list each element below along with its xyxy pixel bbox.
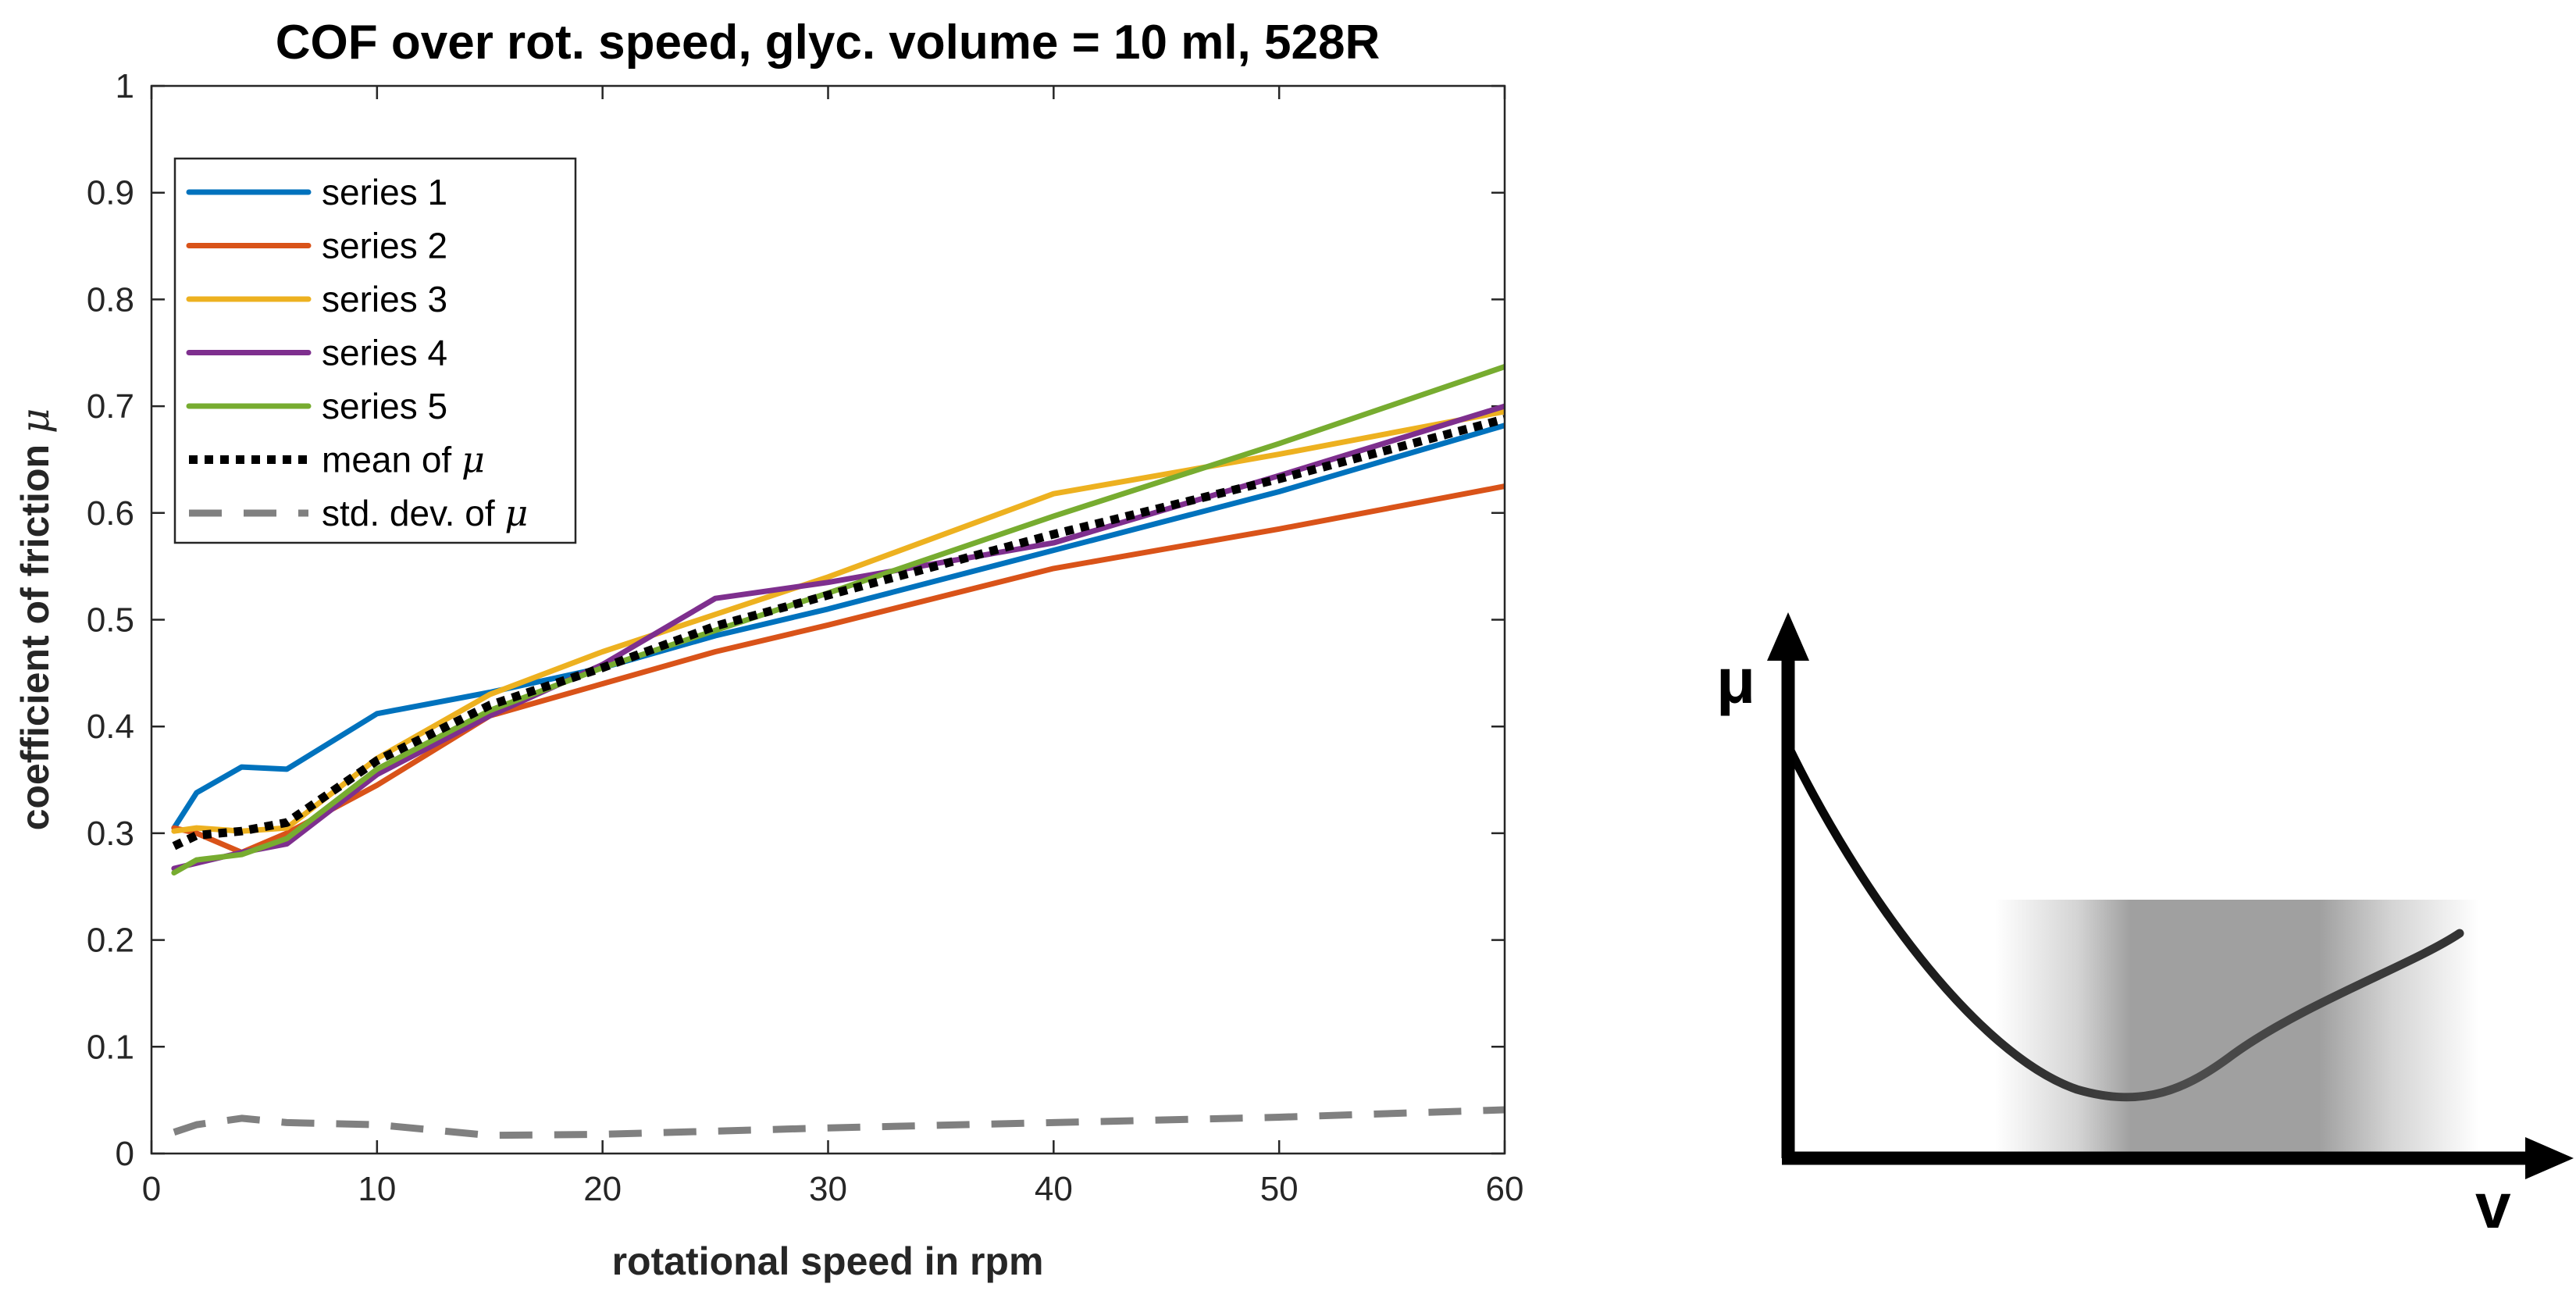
chart-title: COF over rot. speed, glyc. volume = 10 m…	[276, 16, 1380, 70]
y-tick-label: 0.2	[87, 922, 134, 960]
y-tick-label: 0.9	[87, 174, 134, 212]
legend-label-text: mean of	[322, 440, 461, 480]
legend-label-1: series 1	[322, 172, 447, 212]
legend-label-7: std. dev. of μ	[322, 492, 528, 534]
transition-band	[1995, 900, 2479, 1154]
series-line-6	[172, 415, 1505, 850]
legend: series 1 series 2 series 3 series 4 series 5…	[173, 157, 577, 544]
legend-label-5: series 5	[322, 386, 447, 426]
v-axis-arrow-icon	[2525, 1137, 2574, 1179]
legend-label-6: mean of μ	[322, 439, 485, 481]
x-axis-ticks: 0 10 20 30 40 50 60	[142, 86, 1524, 1208]
legend-label-2: series 2	[322, 226, 447, 266]
legend-label-4: series 4	[322, 333, 447, 373]
y-axis-title: coefficient of friction μ	[12, 408, 58, 831]
x-tick-label: 20	[583, 1170, 622, 1208]
legend-label-symbol: μ	[461, 439, 485, 481]
series-line-7	[173, 1106, 1505, 1139]
y-axis-title-text: coefficient of friction	[13, 433, 57, 830]
friction-velocity-sketch: μ v	[1716, 612, 2574, 1242]
series-layer	[171, 364, 1505, 1139]
legend-label-text: series 4	[322, 333, 447, 373]
y-tick-label: 0.1	[87, 1028, 134, 1066]
y-tick-label: 0.6	[87, 494, 134, 533]
plot-frame	[150, 84, 1506, 1155]
x-axis-title: rotational speed in rpm	[612, 1239, 1044, 1283]
legend-label-text: series 1	[322, 172, 447, 212]
y-tick-label: 0.8	[87, 280, 134, 319]
y-tick-label: 0	[116, 1135, 134, 1173]
legend-label-text: std. dev. of	[322, 493, 504, 533]
y-tick-label: 0.5	[87, 601, 134, 640]
x-tick-label: 30	[809, 1170, 847, 1208]
series-line-2	[171, 483, 1505, 855]
legend-label-text: series 5	[322, 386, 447, 426]
mu-axis-label: μ	[1716, 646, 1755, 717]
legend-label-symbol: μ	[504, 492, 528, 534]
x-tick-label: 50	[1260, 1170, 1299, 1208]
v-axis-label: v	[2475, 1171, 2511, 1242]
x-tick-label: 40	[1035, 1170, 1073, 1208]
x-tick-label: 10	[358, 1170, 396, 1208]
y-axis-title-symbol: μ	[12, 408, 58, 434]
friction-curve	[1783, 741, 2464, 1102]
legend-label-text: series 2	[322, 226, 447, 266]
legend-label-3: series 3	[322, 279, 447, 319]
y-tick-label: 0.7	[87, 387, 134, 426]
y-tick-label: 0.4	[87, 708, 134, 746]
y-tick-label: 1	[116, 67, 134, 105]
x-tick-label: 0	[142, 1170, 161, 1208]
series-line-1	[171, 423, 1505, 831]
cof-chart: COF over rot. speed, glyc. volume = 10 m…	[12, 16, 1523, 1283]
legend-label-text: series 3	[322, 279, 447, 319]
y-tick-label: 0.3	[87, 815, 134, 853]
mu-axis-arrow-icon	[1767, 612, 1809, 661]
x-tick-label: 60	[1486, 1170, 1524, 1208]
